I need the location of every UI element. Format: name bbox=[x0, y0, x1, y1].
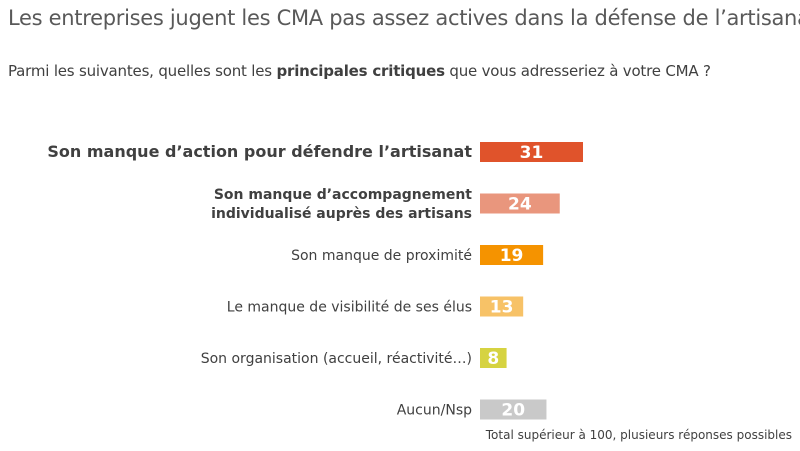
page-title: Les entreprises jugent les CMA pas assez… bbox=[8, 6, 800, 30]
category-label-3: Le manque de visibilité de ses élus bbox=[227, 300, 472, 316]
bar-5 bbox=[480, 399, 547, 420]
bar-value-label-1: 24 bbox=[508, 195, 532, 215]
subtitle-text-bold: principales critiques bbox=[276, 62, 445, 80]
bar-value-label-3: 13 bbox=[490, 298, 514, 318]
bar-value-label-5: 20 bbox=[501, 401, 525, 421]
bar-0 bbox=[480, 142, 583, 162]
category-label-1-line-0: Son manque d’accompagnement bbox=[214, 187, 472, 203]
bar-4 bbox=[480, 348, 507, 368]
category-label-2: Son manque de proximité bbox=[291, 248, 472, 264]
category-label-4: Son organisation (accueil, réactivité…) bbox=[201, 351, 472, 367]
bar-3 bbox=[480, 296, 524, 317]
category-label-0: Son manque d’action pour défendre l’arti… bbox=[47, 142, 472, 161]
bar-2 bbox=[480, 245, 544, 265]
subtitle-text-end: que vous adresseriez à votre CMA ? bbox=[444, 62, 711, 80]
subtitle-text-start: Parmi les suivantes, quelles sont les bbox=[8, 62, 277, 80]
bar-value-label-4: 8 bbox=[487, 349, 499, 369]
bar-1 bbox=[480, 193, 560, 214]
bar-value-label-2: 19 bbox=[500, 246, 524, 266]
bar-value-label-0: 31 bbox=[520, 143, 544, 163]
category-label-1-line-1: individualisé auprès des artisans bbox=[211, 206, 472, 222]
category-label-5: Aucun/Nsp bbox=[397, 403, 472, 419]
footnote: Total supérieur à 100, plusieurs réponse… bbox=[485, 428, 792, 442]
page-subtitle: Parmi les suivantes, quelles sont les pr… bbox=[8, 62, 711, 80]
